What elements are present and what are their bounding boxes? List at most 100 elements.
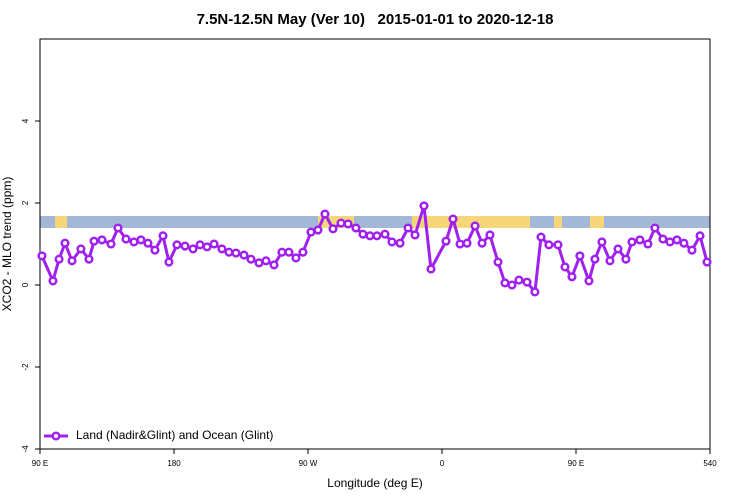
data-point — [462, 238, 472, 248]
data-point — [650, 223, 660, 233]
data-point — [277, 247, 287, 257]
land-patch — [590, 216, 604, 228]
data-point — [121, 234, 131, 244]
data-point — [143, 238, 153, 248]
data-point — [150, 245, 160, 255]
data-point — [202, 242, 212, 252]
data-point — [522, 277, 532, 287]
data-point — [605, 256, 615, 266]
data-point — [665, 237, 675, 247]
data-point — [410, 230, 420, 240]
x-tick-label: 90 E — [568, 459, 584, 468]
data-point — [567, 272, 577, 282]
data-point — [343, 219, 353, 229]
data-point — [470, 221, 480, 231]
legend-item: Land (Nadir&Glint) and Ocean (Glint) — [44, 428, 273, 442]
y-tick-label: 4 — [21, 118, 30, 123]
legend-marker — [51, 431, 61, 441]
legend-label: Land (Nadir&Glint) and Ocean (Glint) — [76, 428, 273, 442]
data-point — [635, 235, 645, 245]
x-axis-label: Longitude (deg E) — [327, 476, 422, 490]
data-point — [380, 229, 390, 239]
data-point — [54, 254, 64, 264]
data-point — [254, 258, 264, 268]
data-point — [106, 239, 116, 249]
x-tick-label: 180 — [167, 459, 181, 468]
y-tick-label: 2 — [21, 200, 30, 205]
data-point — [113, 223, 123, 233]
data-point — [158, 231, 168, 241]
data-point — [403, 223, 413, 233]
data-point — [37, 251, 47, 261]
data-point — [627, 237, 637, 247]
data-point — [320, 209, 330, 219]
data-point — [426, 264, 436, 274]
data-point — [231, 248, 241, 258]
y-tick-label: -2 — [21, 363, 30, 371]
data-point — [188, 244, 198, 254]
data-point — [702, 257, 712, 267]
data-point — [224, 247, 234, 257]
data-point — [514, 275, 524, 285]
data-point — [195, 240, 205, 250]
data-point — [590, 254, 600, 264]
data-point — [395, 238, 405, 248]
data-point — [455, 239, 465, 249]
x-tick-label: 0 — [440, 459, 445, 468]
data-point — [48, 276, 58, 286]
data-point — [76, 244, 86, 254]
land-patch — [55, 216, 67, 228]
data-point — [553, 240, 563, 250]
data-point — [60, 238, 70, 248]
data-point — [597, 237, 607, 247]
data-point — [269, 260, 279, 270]
data-point — [695, 231, 705, 241]
data-point — [658, 234, 668, 244]
plot-frame — [39, 38, 711, 450]
data-point — [129, 237, 139, 247]
data-point — [687, 245, 697, 255]
data-point — [419, 201, 429, 211]
data-point — [67, 256, 77, 266]
data-point — [291, 253, 301, 263]
chart-title: 7.5N-12.5N May (Ver 10) 2015-01-01 to 20… — [197, 11, 554, 28]
data-point — [351, 223, 361, 233]
data-point — [584, 276, 594, 286]
data-point — [306, 227, 316, 237]
data-point — [164, 257, 174, 267]
data-point — [246, 254, 256, 264]
data-point — [575, 251, 585, 261]
x-tick-label: 540 — [703, 459, 717, 468]
data-point — [493, 257, 503, 267]
data-point — [365, 231, 375, 241]
data-point — [477, 238, 487, 248]
y-tick-label: 0 — [21, 282, 30, 287]
data-point — [172, 240, 182, 250]
data-point — [89, 236, 99, 246]
data-point — [298, 247, 308, 257]
y-axis-label: XCO2 - MLO trend (ppm) — [0, 177, 14, 312]
data-point — [613, 244, 623, 254]
data-point — [180, 241, 190, 251]
map-strip — [40, 216, 710, 228]
data-point — [448, 214, 458, 224]
land-patch — [412, 216, 530, 228]
y-tick-label: -4 — [21, 445, 30, 453]
data-point — [621, 254, 631, 264]
data-point — [387, 237, 397, 247]
data-point — [328, 224, 338, 234]
data-point — [84, 254, 94, 264]
land-patch — [554, 216, 562, 228]
data-point — [261, 256, 271, 266]
x-tick-label: 90 E — [32, 459, 48, 468]
data-point — [239, 250, 249, 260]
data-point — [97, 235, 107, 245]
data-point — [441, 236, 451, 246]
data-point — [209, 239, 219, 249]
data-point — [358, 229, 368, 239]
data-point — [336, 218, 346, 228]
data-point — [217, 244, 227, 254]
data-point — [313, 225, 323, 235]
